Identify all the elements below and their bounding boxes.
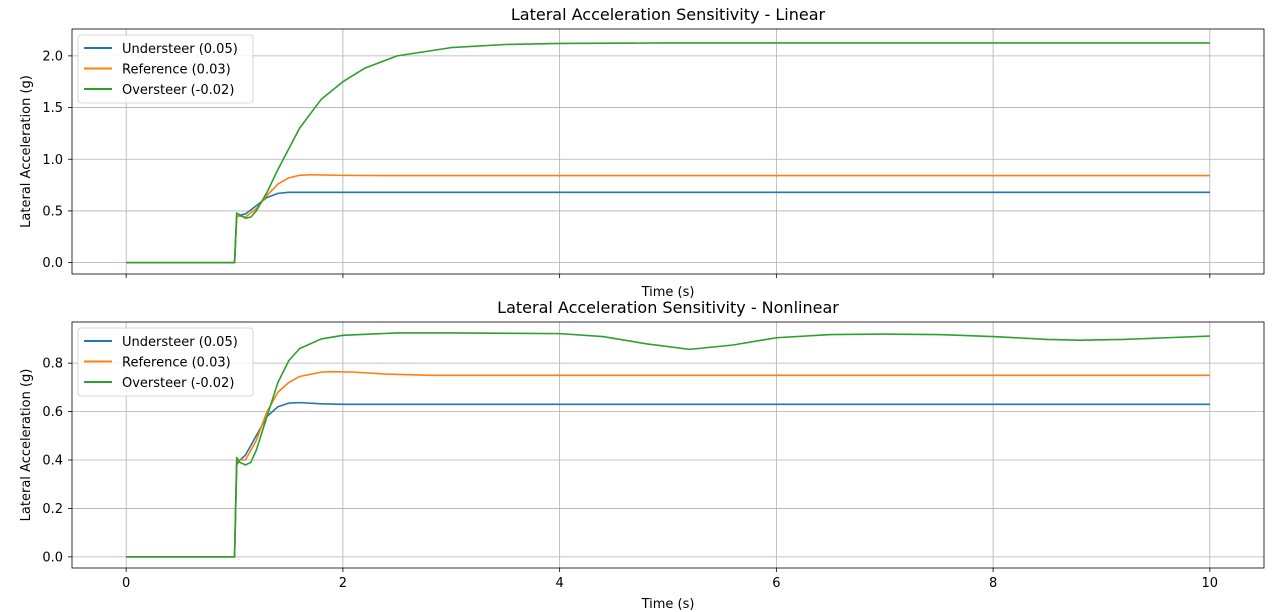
y-tick-label: 0.8 xyxy=(42,357,63,372)
y-tick-label: 0.2 xyxy=(42,502,63,517)
y-tick-label: 2.0 xyxy=(42,49,63,64)
x-tick-label: 4 xyxy=(555,576,563,591)
series-line-understeer xyxy=(126,191,1210,264)
chart-linear: 0.0 0.5 1.0 1.5 2.0 Lateral Acceleration Sens… xyxy=(19,5,1265,300)
y-tick-label: 0.0 xyxy=(42,550,63,565)
y-axis-label: Lateral Acceleration (g) xyxy=(19,369,34,522)
legend-label: Understeer (0.05) xyxy=(122,335,238,350)
legend-box xyxy=(77,327,254,397)
series-line-reference xyxy=(126,173,1210,264)
x-tick-label: 6 xyxy=(772,576,780,591)
series-line-understeer xyxy=(126,401,1210,558)
series-line-oversteer xyxy=(126,332,1210,558)
y-axis-label: Lateral Acceleration (g) xyxy=(19,75,34,228)
x-axis-label: Time (s) xyxy=(641,597,695,612)
legend-label: Understeer (0.05) xyxy=(122,42,238,57)
y-tick-label: 0.6 xyxy=(42,405,63,420)
y-tick-label: 1.0 xyxy=(42,153,63,168)
legend-label: Reference (0.03) xyxy=(122,356,231,371)
chart-title: Lateral Acceleration Sensitivity - Nonli… xyxy=(497,298,839,317)
legend-label: Oversteer (-0.02) xyxy=(122,83,234,98)
x-tick-label: 2 xyxy=(339,576,347,591)
y-tick-label: 0.0 xyxy=(42,256,63,271)
series-line-oversteer xyxy=(126,42,1210,264)
chart-nonlinear: 0 2 4 6 8 10 0.0 0.2 0.4 0.6 0.8 Lateral Accelerati… xyxy=(19,298,1265,612)
legend: Understeer (0.05) Reference (0.03) Overste… xyxy=(77,327,254,397)
series-line-reference xyxy=(126,370,1210,558)
chart-title: Lateral Acceleration Sensitivity - Linea… xyxy=(511,5,826,24)
y-tick-label: 0.5 xyxy=(42,204,63,219)
legend-label: Oversteer (-0.02) xyxy=(122,376,234,391)
y-tick-label: 1.5 xyxy=(42,101,63,116)
y-tick-label: 0.4 xyxy=(42,454,63,469)
x-axis-label: Time (s) xyxy=(641,285,695,300)
legend-box xyxy=(77,34,254,104)
legend: Understeer (0.05) Reference (0.03) Overste… xyxy=(77,34,254,104)
x-tick-label: 10 xyxy=(1202,576,1219,591)
legend-label: Reference (0.03) xyxy=(122,63,231,78)
plot-frame xyxy=(71,28,1265,275)
x-tick-label: 8 xyxy=(989,576,997,591)
plot-frame xyxy=(71,321,1265,569)
x-tick-label: 0 xyxy=(122,576,130,591)
